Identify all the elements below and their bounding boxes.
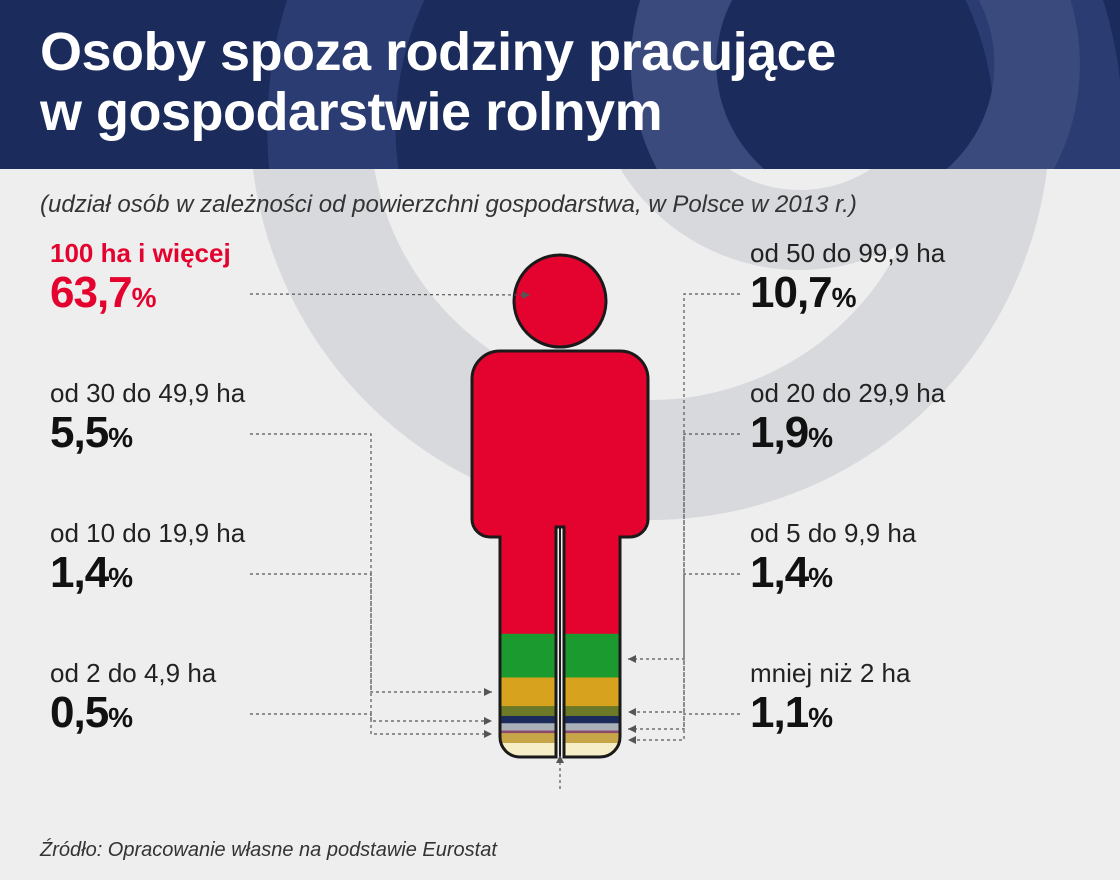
segment-category: od 50 do 99,9 ha [750, 239, 1070, 268]
page-title: Osoby spoza rodziny pracujące w gospodar… [40, 22, 1080, 143]
title-line-2: w gospodarstwie rolnym [40, 82, 662, 142]
segment-value: 1,9% [750, 408, 1070, 458]
source-text: Źródło: Opracowanie własne na podstawie … [40, 839, 497, 862]
segment-value: 10,7% [750, 268, 1070, 318]
segment-label-seg_10_19: od 10 do 19,9 ha1,4% [50, 519, 370, 598]
segment-value: 1,1% [750, 688, 1070, 738]
segment-value: 63,7% [50, 268, 370, 318]
segment-category: od 20 do 29,9 ha [750, 379, 1070, 408]
segment-value: 1,4% [750, 548, 1070, 598]
segment-label-seg_100plus: 100 ha i więcej63,7% [50, 239, 370, 318]
subtitle: (udział osób w zależności od powierzchni… [0, 169, 1120, 229]
segment-label-seg_5_9: od 5 do 9,9 ha1,4% [750, 519, 1070, 598]
segment-category: od 2 do 4,9 ha [50, 659, 370, 688]
segment-value: 5,5% [50, 408, 370, 458]
segment-value: 1,4% [50, 548, 370, 598]
human-figure [430, 249, 690, 769]
segment-value: 0,5% [50, 688, 370, 738]
segment-category: od 30 do 49,9 ha [50, 379, 370, 408]
segment-label-seg_50_99: od 50 do 99,9 ha10,7% [750, 239, 1070, 318]
segment-label-seg_lt2: mniej niż 2 ha1,1% [750, 659, 1070, 738]
segment-category: od 5 do 9,9 ha [750, 519, 1070, 548]
segment-category: 100 ha i więcej [50, 239, 370, 268]
header: Osoby spoza rodziny pracujące w gospodar… [0, 0, 1120, 169]
segment-label-seg_2_4: od 2 do 4,9 ha0,5% [50, 659, 370, 738]
segment-label-seg_30_49: od 30 do 49,9 ha5,5% [50, 379, 370, 458]
segment-label-seg_20_29: od 20 do 29,9 ha1,9% [750, 379, 1070, 458]
title-line-1: Osoby spoza rodziny pracujące [40, 22, 836, 82]
infographic-chart: 100 ha i więcej63,7% od 50 do 99,9 ha10,7… [0, 229, 1120, 809]
segment-category: mniej niż 2 ha [750, 659, 1070, 688]
segment-category: od 10 do 19,9 ha [50, 519, 370, 548]
